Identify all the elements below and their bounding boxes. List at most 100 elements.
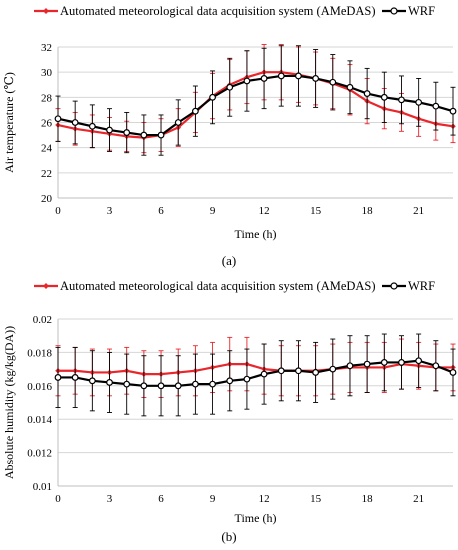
data-point-marker [140,131,148,139]
data-point-marker [380,93,388,101]
data-point-marker [209,380,216,388]
x-tick-label: 12 [259,205,270,217]
series-line [57,71,454,139]
x-tick-label: 0 [55,205,61,217]
y-tick-label: 22 [41,168,52,180]
data-point-marker [346,362,354,370]
y-tick-label: 26 [41,118,53,130]
data-point-marker [226,377,234,385]
data-point-marker [363,360,371,368]
data-point-marker [312,369,320,376]
data-point-marker [260,370,268,378]
x-tick-label: 6 [158,493,164,505]
y-tick-label: 0.02 [33,314,52,326]
x-tick-label: 3 [107,493,113,505]
y-tick-label: 0.01 [33,481,52,493]
data-point-marker [191,380,199,388]
series-wrf [54,45,457,156]
data-point-marker [363,90,371,97]
data-point-marker [106,126,113,134]
data-point-marker [243,77,251,85]
panel-caption: (b) [221,529,236,544]
x-tick-label: 18 [362,205,374,217]
y-tick-label: 28 [41,92,53,104]
data-point-marker [277,367,285,375]
data-point-marker [295,72,302,80]
data-point-marker [174,382,182,390]
panel-a-air-temperature-chart: 20 22 24 26 28 30 32 0 3 6 9 12 15 18 21 Time (h) Air te… [2,4,457,268]
legend-amedas-label: Automated meteorological data acquisitio… [60,279,376,293]
y-tick-label: 0.018 [27,347,52,359]
x-axis-title: Time (h) [235,227,277,241]
series-line [58,362,453,376]
data-point-marker [54,115,62,123]
y-tick-label: 20 [41,193,53,205]
data-point-marker [415,357,423,365]
y-tick-label: 0.012 [27,448,52,460]
data-point-marker [380,359,388,366]
legend: Automated meteorological data acquisitio… [34,4,435,18]
data-point-marker [243,375,251,383]
data-point-marker [449,107,457,115]
data-point-marker [398,359,405,366]
legend-wrf-marker [390,282,398,290]
legend-wrf-label: WRF [408,279,435,293]
data-point-marker [295,367,302,375]
data-point-marker [88,377,96,385]
data-point-marker [157,382,165,390]
data-point-marker [209,93,216,101]
data-point-marker [415,98,423,106]
legend: Automated meteorological data acquisitio… [34,279,435,293]
data-point-marker [329,365,337,373]
legend-amedas-marker [43,8,49,14]
x-tick-label: 15 [310,493,322,505]
data-point-marker [157,131,165,139]
x-tick-label: 12 [259,493,270,505]
data-point-marker [432,362,440,370]
data-point-marker [226,83,234,91]
x-tick-label: 21 [413,205,424,217]
legend-wrf-label: WRF [408,4,435,18]
data-point-marker [398,96,405,104]
y-tick-label: 0.014 [27,414,52,426]
legend-wrf-marker [390,7,398,15]
y-axis-title: Air temperature (℃) [2,72,16,173]
y-tick-label: 0.016 [27,381,52,393]
y-axis-title: Absolute humidity (kg/kg(DA)) [2,326,16,479]
data-point-marker [277,72,285,80]
x-tick-label: 15 [310,205,322,217]
series-amedas [55,336,456,398]
data-point-marker [346,83,354,91]
data-point-marker [432,102,440,110]
x-tick-label: 0 [55,493,61,505]
x-axis-title: Time (h) [235,511,277,525]
x-tick-label: 18 [362,493,374,505]
data-point-marker [71,374,79,381]
x-tick-label: 6 [158,205,164,217]
data-point-marker [54,374,62,381]
data-point-marker [106,379,113,386]
x-tick-label: 9 [210,205,216,217]
y-tick-label: 32 [41,42,52,54]
series-wrf [54,333,457,417]
data-point-marker [123,380,131,388]
legend-amedas-label: Automated meteorological data acquisitio… [60,4,376,18]
y-tick-label: 30 [41,67,53,79]
series-line [57,74,454,137]
panel-b-absolute-humidity-chart: 0.01 0.012 0.014 0.016 0.018 0.02 0 3 6 9 12 15 18 21… [2,279,457,544]
x-tick-label: 21 [413,493,424,505]
x-tick-label: 3 [107,205,113,217]
data-point-marker [88,122,96,130]
data-point-marker [312,75,320,82]
data-point-marker [140,382,148,390]
y-tick-label: 24 [41,143,53,155]
data-point-marker [123,129,131,136]
data-point-marker [260,75,268,82]
data-point-marker [329,78,337,86]
data-point-marker [449,369,457,376]
legend-amedas-marker [43,283,49,289]
x-tick-label: 9 [210,493,216,505]
data-point-marker [71,119,79,126]
panel-caption: (a) [222,253,236,268]
